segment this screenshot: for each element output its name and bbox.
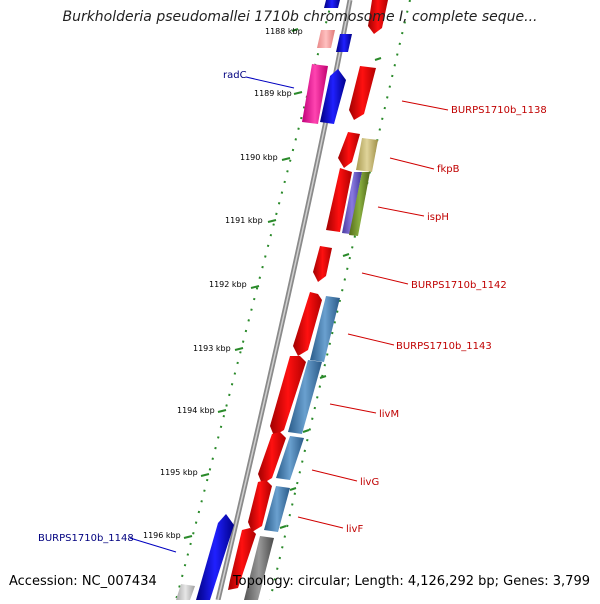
map-title: Burkholderia pseudomallei 1710b chromoso… [62,9,538,25]
gene-label-burps1142[interactable]: BURPS1710b_1142 [411,280,507,291]
outer-ruler-dots [269,0,411,601]
gene-label-livG[interactable]: livG [360,477,379,488]
gene-lightpink[interactable] [317,30,335,48]
gene-livG-steel[interactable] [276,436,304,480]
gene-fkpb-red[interactable] [338,132,360,168]
gene-livG-red[interactable] [258,432,286,484]
gene-livF-red[interactable] [248,480,272,532]
gene-1143-steel[interactable] [310,296,340,362]
gene-bottom-gray[interactable] [244,536,274,600]
gene-label-ispH[interactable]: ispH [427,212,449,223]
ruler-label-1195: 1195 kbp [160,468,198,477]
gene-blue-small[interactable] [336,34,352,52]
gene-livM-steel[interactable] [288,360,322,434]
gene-ispH-violet[interactable] [342,172,362,234]
gene-label-fkpB[interactable]: fkpB [437,164,460,175]
gene-label-burps1148[interactable]: BURPS1710b_1148 [38,533,134,544]
gene-bottom-lightgray[interactable] [176,584,195,600]
gene-top-blue[interactable] [324,0,340,8]
gene-top-red[interactable] [368,0,388,34]
ruler: 1188 kbp 1189 kbp 1190 kbp 1191 kbp 1192… [143,27,303,540]
gene-radc-blue[interactable] [320,69,346,124]
summary-text: Topology: circular; Length: 4,126,292 bp… [232,574,590,589]
gene-radc-pink[interactable] [302,64,328,124]
gene-1142[interactable] [313,246,332,282]
gene-label-livM[interactable]: livM [379,409,399,420]
gene-1143-red[interactable] [293,292,322,356]
ruler-label-1190: 1190 kbp [240,153,278,162]
ruler-label-1194: 1194 kbp [177,406,215,415]
gene-livM-red[interactable] [270,356,306,436]
gene-ispH-red[interactable] [326,168,352,232]
ruler-label-1191: 1191 kbp [225,216,263,225]
ruler-label-1192: 1192 kbp [209,280,247,289]
gene-1148-blue[interactable] [196,514,234,600]
gene-livF-steel[interactable] [264,486,290,532]
gene-bottom-red[interactable] [228,528,256,590]
ruler-label-1193: 1193 kbp [193,344,231,353]
genes-minus-strand [228,0,388,600]
gene-label-burps1138[interactable]: BURPS1710b_1138 [451,105,547,116]
gene-label-livF[interactable]: livF [346,524,363,535]
gene-labels: radC BURPS1710b_1138 fkpB ispH BURPS1710… [38,70,547,544]
gene-ispH-olive[interactable] [349,172,370,236]
gene-label-burps1143[interactable]: BURPS1710b_1143 [396,341,492,352]
gene-fkpb-khaki[interactable] [356,138,378,172]
inner-ruler-dots [175,0,333,601]
genes-plus-strand [176,0,352,600]
gene-1138[interactable] [349,66,376,120]
ruler-label-1196: 1196 kbp [143,531,181,540]
ruler-label-1188: 1188 kbp [265,27,303,36]
accession-text: Accession: NC_007434 [9,574,157,589]
ruler-label-1189: 1189 kbp [254,89,292,98]
gene-label-radC[interactable]: radC [223,70,247,81]
